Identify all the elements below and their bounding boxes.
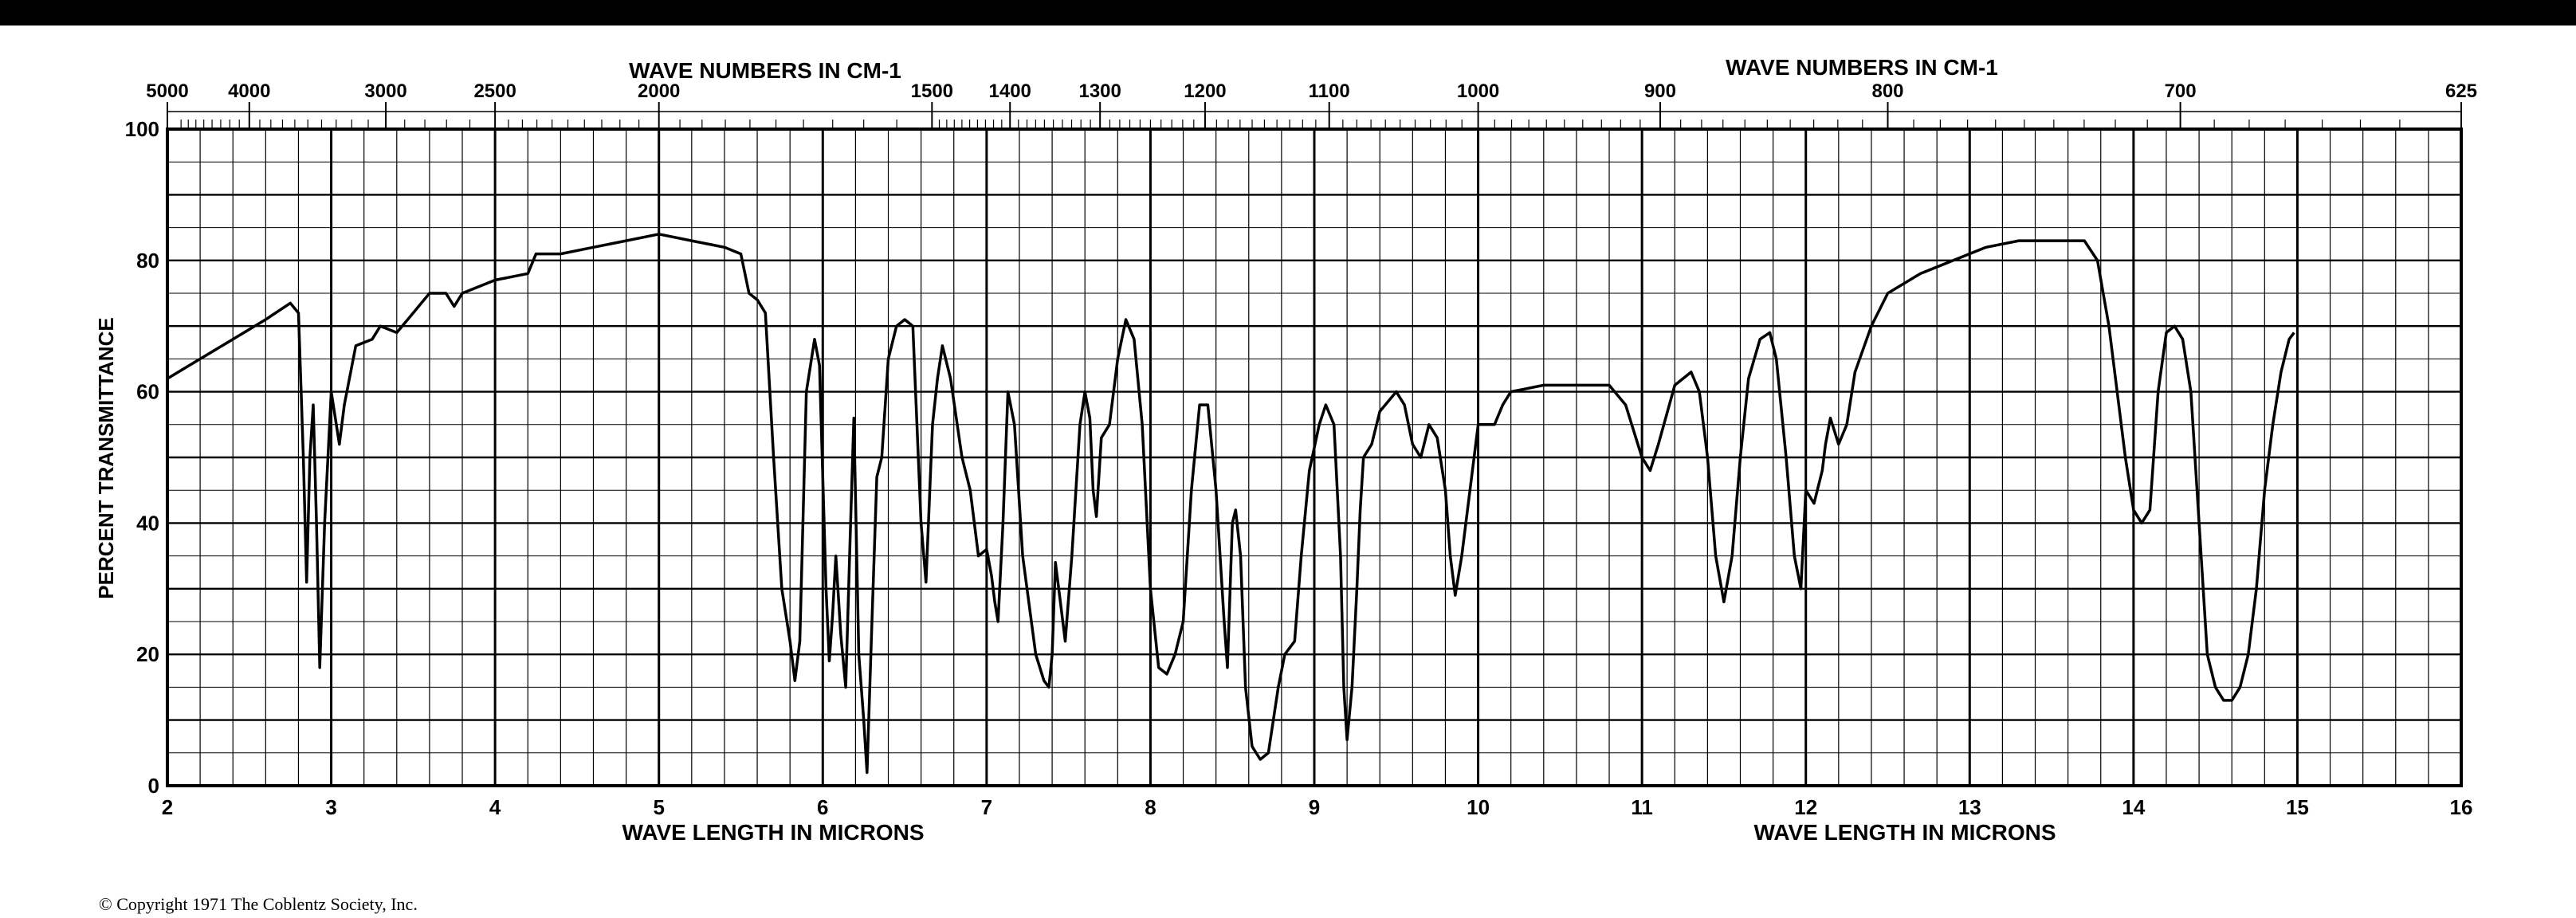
x-tick-label: 13 — [1958, 795, 1981, 819]
top-axis-title-right: WAVE NUMBERS IN CM-1 — [1726, 55, 1998, 80]
x-tick-label: 16 — [2450, 795, 2473, 819]
top-tick-label: 4000 — [228, 80, 270, 102]
x-tick-label: 5 — [653, 795, 664, 819]
axis-labels: 2 3 4 5 6 7 8 9 10 11 12 13 14 15 16 0 20 40 60 80 100 5000 40… — [125, 80, 2477, 819]
top-tick-label: 1000 — [1457, 80, 1499, 102]
x-tick-label: 3 — [325, 795, 336, 819]
top-tick-label: 2500 — [473, 80, 516, 102]
top-tick-label: 900 — [1644, 80, 1676, 102]
y-tick-label: 60 — [136, 380, 159, 404]
x-tick-label: 4 — [489, 795, 501, 819]
y-tick-label: 100 — [125, 117, 159, 141]
top-tick-label: 3000 — [364, 80, 406, 102]
x-tick-label: 9 — [1309, 795, 1320, 819]
top-axis-title-left: WAVE NUMBERS IN CM-1 — [629, 58, 901, 83]
top-tick-label: 1300 — [1078, 80, 1121, 102]
y-axis-title: PERCENT TRANSMITTANCE — [94, 317, 118, 598]
x-tick-label: 11 — [1631, 795, 1653, 819]
x-tick-label: 15 — [2286, 795, 2309, 819]
copyright-notice: © Copyright 1971 The Coblentz Society, I… — [99, 894, 418, 914]
spectrum-series-line — [167, 233, 2295, 775]
grid — [166, 128, 2463, 787]
plot-frame — [166, 128, 2463, 787]
top-border-bar — [0, 0, 2576, 26]
x-tick-label: 7 — [981, 795, 992, 819]
y-tick-label: 80 — [136, 249, 159, 273]
x-tick-label: 8 — [1145, 795, 1156, 819]
x-tick-label: 10 — [1467, 795, 1490, 819]
x-tick-label: 14 — [2122, 795, 2145, 819]
bottom-axis-title-left: WAVE LENGTH IN MICRONS — [622, 820, 924, 845]
x-tick-label: 2 — [162, 795, 173, 819]
x-tick-label: 6 — [817, 795, 828, 819]
y-tick-label: 20 — [136, 642, 159, 666]
bottom-axis-title-right: WAVE LENGTH IN MICRONS — [1753, 820, 2056, 845]
top-tick-label: 800 — [1871, 80, 1903, 102]
top-tick-label: 2000 — [638, 80, 680, 102]
x-tick-label: 12 — [1794, 795, 1817, 819]
y-tick-label: 0 — [148, 774, 159, 798]
top-tick-label: 1100 — [1309, 80, 1350, 102]
top-tick-label: 700 — [2165, 80, 2197, 102]
top-axis-ticks — [167, 102, 2462, 129]
y-tick-label: 40 — [136, 511, 159, 535]
top-tick-label: 625 — [2445, 80, 2477, 102]
top-tick-label: 1200 — [1184, 80, 1226, 102]
top-tick-label: 1400 — [989, 80, 1031, 102]
top-tick-label: 1500 — [911, 80, 953, 102]
top-tick-label: 5000 — [146, 80, 188, 102]
